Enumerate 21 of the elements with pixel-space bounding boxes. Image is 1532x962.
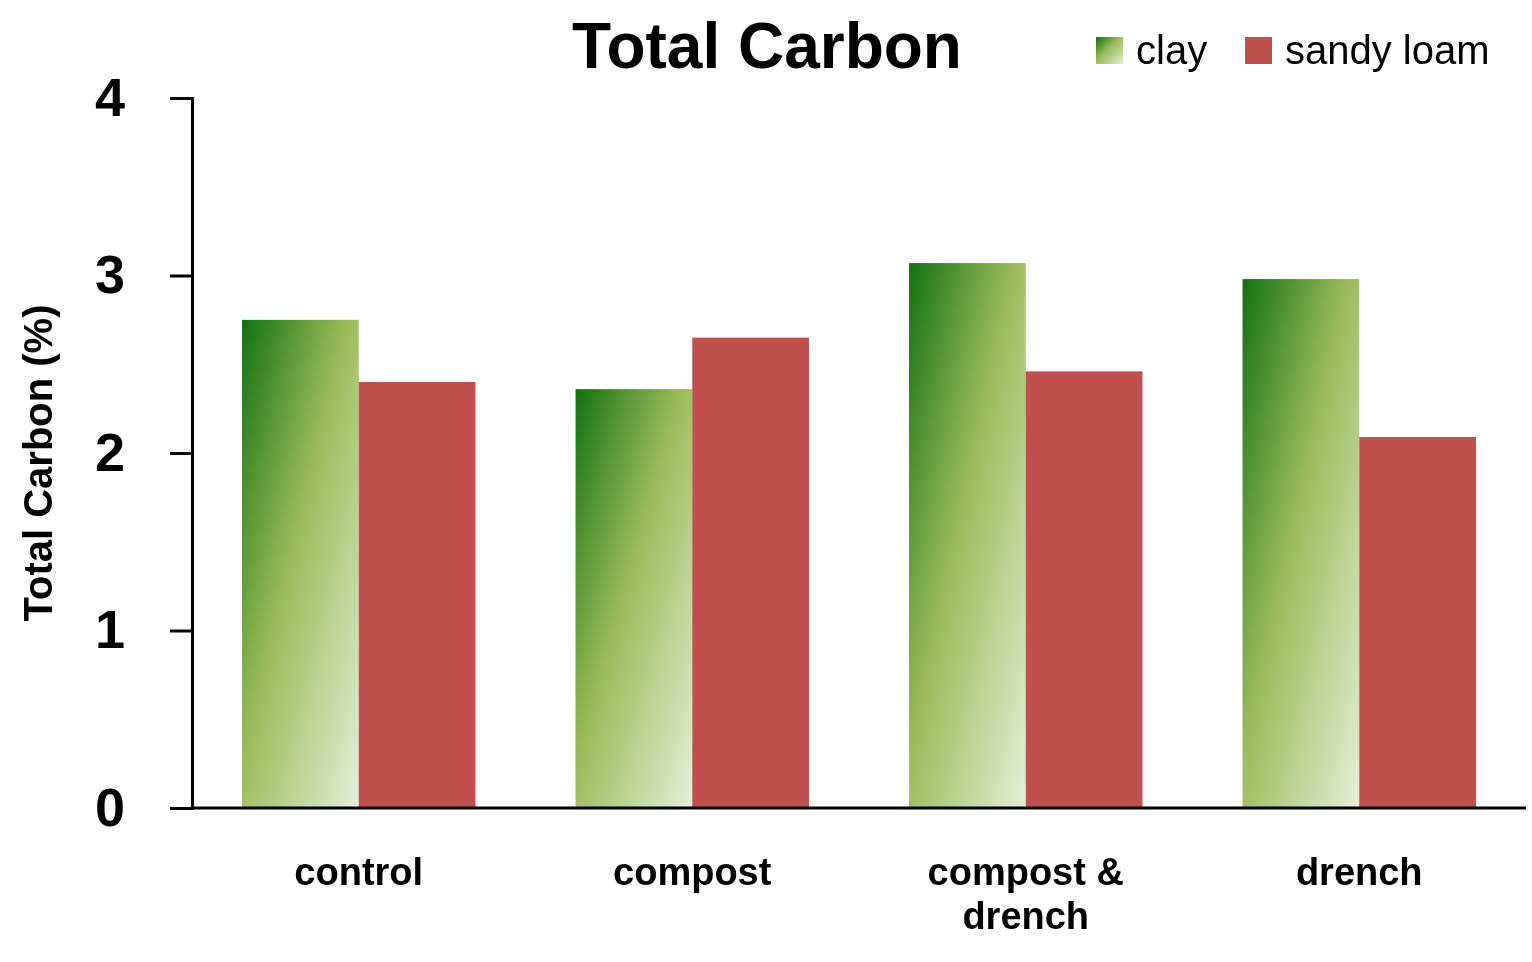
x-tick-label: control [294,851,424,894]
bar [358,382,476,808]
bar [692,337,809,808]
chart-title: Total Carbon [572,10,962,82]
y-tick-label: 0 [94,776,125,837]
bar [575,389,693,808]
x-tick-label: drench [1295,851,1423,894]
y-tick-label: 1 [94,599,125,660]
y-tick-label: 2 [94,421,125,482]
x-tick-label: compost & drench [927,851,1124,937]
bar [1359,437,1476,808]
y-tick-label: 3 [94,244,125,305]
bar [1242,279,1360,808]
bar [1025,371,1143,808]
y-tick-label: 4 [94,66,125,127]
y-axis-title: Total Carbon (%) [16,304,60,622]
bar [909,263,1026,808]
bar [242,319,359,808]
legend-label: clay [1136,28,1208,72]
legend-label: sandy loam [1285,28,1490,72]
x-tick-label: compost [613,851,772,894]
